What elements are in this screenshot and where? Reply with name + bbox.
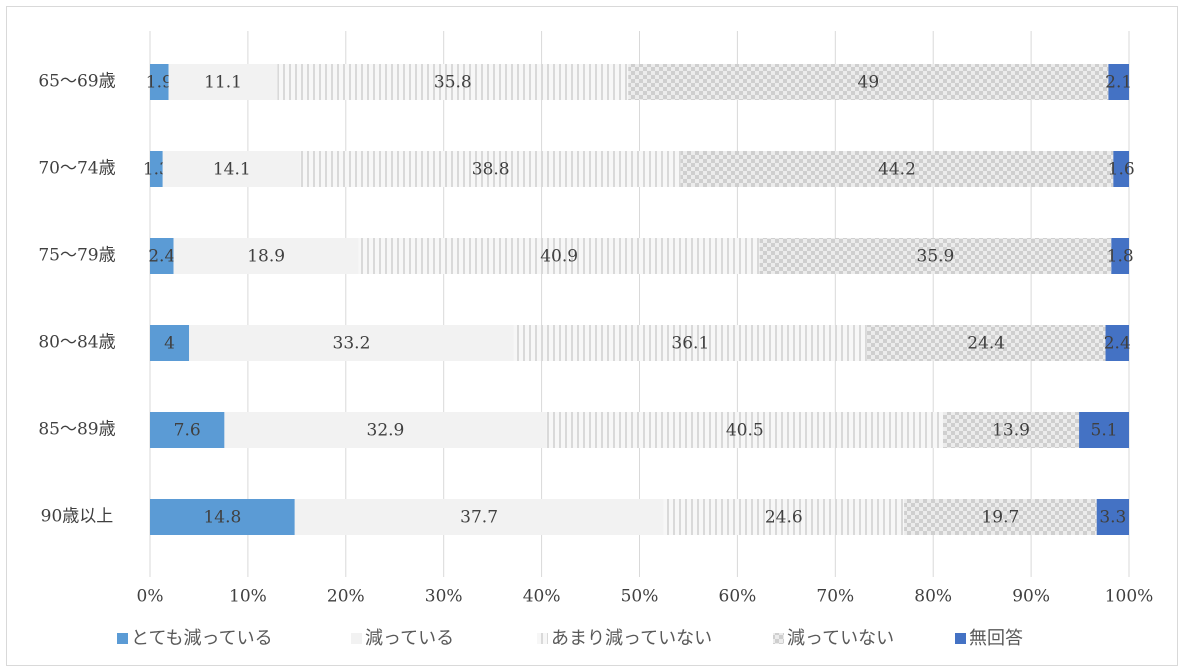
bar-segment: [663, 499, 905, 535]
data-label: 35.8: [434, 73, 472, 93]
data-label: 14.8: [203, 508, 241, 528]
x-tick-label: 40%: [523, 587, 561, 607]
legend-swatch: [955, 633, 966, 644]
category-label: 80～84歳: [38, 333, 115, 353]
x-tick-label: 50%: [621, 587, 659, 607]
bar-segment: [300, 151, 681, 187]
bar-segment: [294, 499, 664, 535]
category-label: 85～89歳: [38, 420, 115, 440]
x-tick-label: 90%: [1012, 587, 1050, 607]
data-label: 4: [164, 334, 175, 354]
legend-label: 減っている: [365, 628, 454, 649]
stacked-bar-chart: 1.9 11.1 35.8 49 2.11.3 14.1 38.8 44.2 1.62.4 18.…: [38, 31, 1154, 649]
x-tick-label: 10%: [229, 587, 267, 607]
bar-segment: [904, 499, 1097, 535]
legend: とても減っている 減っている あまり減っていない 減っていない 無回答: [117, 628, 1023, 649]
bar-segment: [150, 151, 163, 187]
bar-segment: [866, 325, 1106, 361]
data-label: 19.7: [981, 508, 1019, 528]
data-label: 1.8: [1107, 247, 1134, 267]
legend-swatch: [351, 633, 362, 644]
legend-label: あまり減っていない: [551, 628, 712, 649]
bar-segment: [513, 325, 867, 361]
data-label: 40.5: [726, 421, 764, 441]
data-label: 2.4: [148, 247, 175, 267]
bar-segment: [1079, 412, 1129, 448]
data-label: 32.9: [367, 421, 405, 441]
data-label: 2.4: [1104, 334, 1131, 354]
bar-segment: [1113, 151, 1129, 187]
bar-segment: [1096, 499, 1129, 535]
bar-segment: [150, 325, 190, 361]
x-tick-label: 60%: [719, 587, 757, 607]
bar-segment: [162, 151, 301, 187]
bar-segment: [358, 238, 760, 274]
bar-segment: [277, 64, 629, 100]
bar-segment: [150, 64, 169, 100]
x-tick-label: 100%: [1105, 587, 1154, 607]
data-label: 33.2: [333, 334, 371, 354]
x-tick-label: 20%: [327, 587, 365, 607]
x-tick-label: 0%: [137, 587, 164, 607]
bar-segment: [173, 238, 359, 274]
x-tick-label: 80%: [914, 587, 952, 607]
bar-segment: [150, 238, 174, 274]
legend-label: 減っていない: [787, 628, 894, 649]
data-label: 1.9: [146, 73, 173, 93]
category-label: 75～79歳: [38, 246, 115, 266]
data-label: 24.6: [765, 508, 803, 528]
chart-frame: 1.9 11.1 35.8 49 2.1 1.3 14.1 38.8 44.2 1.6 2.4 18.…: [6, 6, 1178, 666]
data-label: 36.1: [671, 334, 709, 354]
legend-swatch: [117, 633, 128, 644]
bar-segment: [168, 64, 278, 100]
x-tick-label: 30%: [425, 587, 463, 607]
bar-segment: [1108, 64, 1129, 100]
bar-segment: [150, 499, 295, 535]
x-tick-label: 70%: [816, 587, 854, 607]
data-label: 7.6: [174, 421, 201, 441]
data-label: 49: [858, 73, 880, 93]
data-label: 5.1: [1091, 421, 1118, 441]
category-label: 65～69歳: [38, 72, 115, 92]
bar-segment: [546, 412, 943, 448]
bar-segment: [680, 151, 1114, 187]
bar-segment: [759, 238, 1112, 274]
data-label: 3.3: [1099, 508, 1126, 528]
data-label: 40.9: [540, 247, 578, 267]
bar-segment: [150, 412, 225, 448]
data-label: 18.9: [247, 247, 285, 267]
legend-swatch: [773, 633, 784, 644]
data-label: 1.6: [1108, 160, 1135, 180]
bar-segment: [189, 325, 514, 361]
legend-label: とても減っている: [131, 628, 273, 649]
data-label: 37.7: [460, 508, 498, 528]
bar-segment: [1105, 325, 1129, 361]
category-label: 90歳以上: [41, 507, 114, 527]
bar-segment: [224, 412, 547, 448]
data-label: 11.1: [204, 73, 242, 93]
data-label: 2.1: [1105, 73, 1132, 93]
bar-segment: [942, 412, 1080, 448]
category-label: 70～74歳: [38, 159, 115, 179]
legend-swatch: [537, 633, 548, 644]
category-labels: 65～69歳 70～74歳 75～79歳 80～84歳 85～89歳 90歳以上: [38, 72, 115, 527]
bars: 1.9 11.1 35.8 49 2.11.3 14.1 38.8 44.2 1.62.4 18.…: [143, 64, 1135, 535]
data-label: 35.9: [917, 247, 955, 267]
data-label: 14.1: [213, 160, 251, 180]
legend-label: 無回答: [969, 628, 1023, 649]
bar-segment: [628, 64, 1109, 100]
data-label: 44.2: [878, 160, 916, 180]
data-label: 13.9: [992, 421, 1030, 441]
bar-segment: [1111, 238, 1129, 274]
x-tick-labels: 0% 10% 20% 30% 40% 50% 60% 70% 80% 90% 100%: [137, 587, 1154, 607]
gridlines: [149, 31, 1130, 577]
data-label: 38.8: [472, 160, 510, 180]
data-label: 24.4: [967, 334, 1005, 354]
